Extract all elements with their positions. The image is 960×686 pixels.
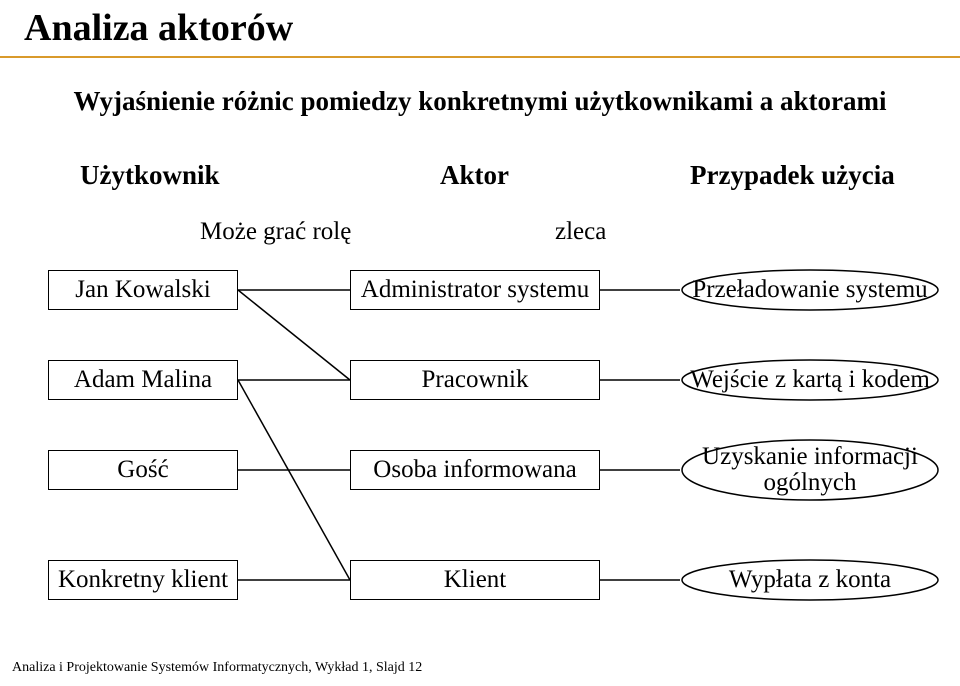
actor-box: Administrator systemu — [350, 270, 600, 310]
usecase-ellipse: Przeładowanie systemu — [680, 268, 940, 312]
user-box: Konkretny klient — [48, 560, 238, 600]
actor-box: Klient — [350, 560, 600, 600]
user-box: Gość — [48, 450, 238, 490]
usecase-label: Wypłata z konta — [680, 558, 940, 602]
footer-text: Analiza i Projektowanie Systemów Informa… — [12, 660, 422, 676]
usecase-label: Wejście z kartą i kodem — [680, 358, 940, 402]
usecase-label: Przeładowanie systemu — [680, 268, 940, 312]
usecase-label: Uzyskanie informacji ogólnych — [680, 438, 940, 502]
usecase-ellipse: Wypłata z konta — [680, 558, 940, 602]
usecase-ellipse: Uzyskanie informacji ogólnych — [680, 438, 940, 502]
user-box: Jan Kowalski — [48, 270, 238, 310]
actor-box: Osoba informowana — [350, 450, 600, 490]
usecase-ellipse: Wejście z kartą i kodem — [680, 358, 940, 402]
user-box: Adam Malina — [48, 360, 238, 400]
actor-box: Pracownik — [350, 360, 600, 400]
